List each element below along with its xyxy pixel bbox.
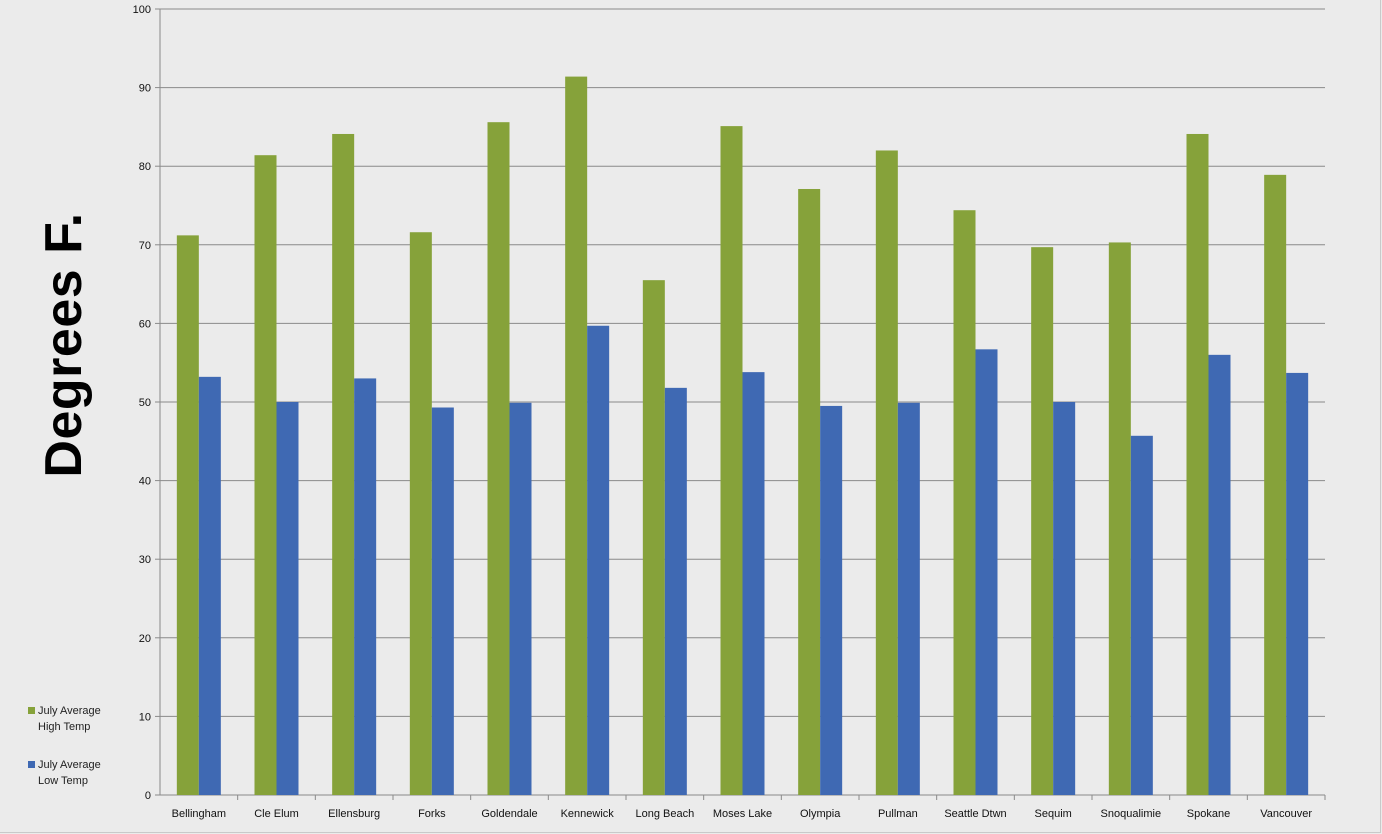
bar-high-temp xyxy=(565,76,588,795)
bar-high-temp xyxy=(332,133,355,795)
x-tick-labels: Bellingham Cle Elum Ellensburg Forks Goldend… xyxy=(172,808,1313,820)
y-axis-title: Degrees F. xyxy=(35,212,93,478)
x-tick-label: Ellensburg xyxy=(328,808,380,820)
x-tick-label: Spokane xyxy=(1187,808,1230,820)
legend-label-low-line1: July Average xyxy=(38,759,101,771)
bar-high-temp xyxy=(487,122,510,795)
bar-low-temp xyxy=(742,372,765,795)
bar-low-temp xyxy=(975,349,998,795)
bar-high-temp xyxy=(1186,133,1209,795)
x-tick-label: Moses Lake xyxy=(713,808,772,820)
bar-low-temp xyxy=(897,402,920,795)
x-tick-label: Sequim xyxy=(1035,808,1072,820)
bar-high-temp xyxy=(720,126,743,795)
bar-low-temp xyxy=(820,405,843,795)
legend-label-low: July Average Low Temp xyxy=(38,757,128,789)
bar-low-temp xyxy=(1286,372,1309,795)
y-tick-label: 80 xyxy=(139,161,151,173)
legend-label-high-line2: High Temp xyxy=(38,721,91,733)
x-tick-label: Goldendale xyxy=(481,808,537,820)
y-tick-labels: 0 10 20 30 40 50 60 70 80 90 100 xyxy=(133,4,151,802)
y-tick-label: 30 xyxy=(139,554,151,566)
legend-label-low-line2: Low Temp xyxy=(38,775,88,787)
bar-low-temp xyxy=(431,407,454,795)
bar-low-temp xyxy=(1130,435,1153,795)
bar-low-temp xyxy=(664,387,687,795)
bar-low-temp xyxy=(1053,402,1076,795)
x-tick-label: Olympia xyxy=(800,808,841,820)
bars xyxy=(176,76,1309,796)
y-tick-label: 60 xyxy=(139,318,151,330)
legend-label-high: July Average High Temp xyxy=(38,703,128,735)
legend-swatch-high xyxy=(28,707,35,714)
bar-low-temp xyxy=(276,402,299,795)
bar-high-temp xyxy=(409,232,432,795)
bar-low-temp xyxy=(509,402,532,795)
bar-low-temp xyxy=(587,325,610,795)
bar-high-temp xyxy=(176,235,199,796)
y-tick-label: 90 xyxy=(139,83,151,95)
bar-low-temp xyxy=(1208,354,1231,795)
legend-swatch-low xyxy=(28,761,35,768)
x-tick-label: Long Beach xyxy=(635,808,694,820)
y-tick-label: 50 xyxy=(139,397,151,409)
x-tick-label: Forks xyxy=(418,808,446,820)
bar-high-temp xyxy=(1264,174,1287,795)
legend-label-high-line1: July Average xyxy=(38,705,101,717)
bar-low-temp xyxy=(354,378,377,795)
bar-high-temp xyxy=(875,150,898,796)
y-tick-label: 20 xyxy=(139,633,151,645)
x-tick-label: Seattle Dtwn xyxy=(944,808,1006,820)
y-tick-label: 0 xyxy=(145,790,151,802)
y-tick-label: 100 xyxy=(133,4,151,16)
x-tick-label: Snoqualimie xyxy=(1101,808,1162,820)
y-tick-label: 40 xyxy=(139,476,151,488)
bar-low-temp xyxy=(198,376,221,795)
x-tick-label: Kennewick xyxy=(561,808,615,820)
x-tick-label: Bellingham xyxy=(172,808,226,820)
y-tick-label: 70 xyxy=(139,240,151,252)
y-tick-label: 10 xyxy=(139,711,151,723)
x-tick-label: Pullman xyxy=(878,808,918,820)
bar-high-temp xyxy=(1031,247,1054,795)
x-tick-label: Vancouver xyxy=(1260,808,1312,820)
bar-high-temp xyxy=(1108,242,1131,795)
x-tick-label: Cle Elum xyxy=(254,808,299,820)
bar-high-temp xyxy=(953,210,976,795)
bar-high-temp xyxy=(798,188,821,795)
bar-high-temp xyxy=(254,155,277,796)
bar-high-temp xyxy=(642,280,665,795)
